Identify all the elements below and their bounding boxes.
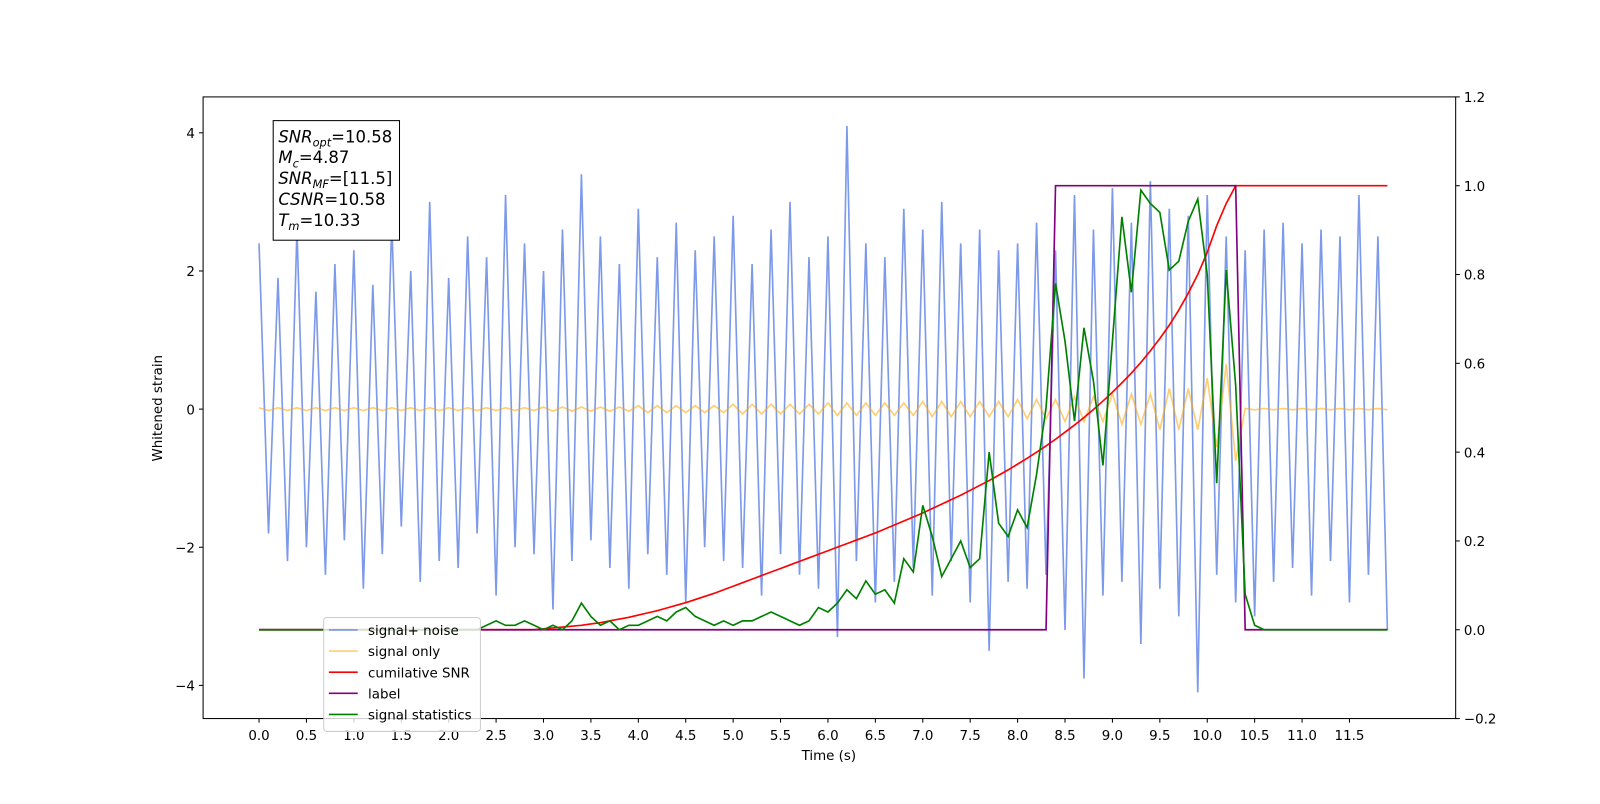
series-group [258,125,1389,693]
x-tick-label: 9.0 [1102,729,1123,744]
x-tick-label: 0.0 [248,729,269,744]
annotation-text: Mc=4.87 [278,148,349,170]
annotation-symbol: M [278,148,292,167]
y2-tick-label: 1.2 [1464,91,1485,106]
x-tick-label: 1.5 [391,729,412,744]
y-tick-label: 2 [186,265,195,280]
annotation-text: Tm=10.33 [278,211,360,233]
x-tick-label: 8.0 [1007,729,1028,744]
x-tick-label: 7.5 [960,729,981,744]
y2-tick-label: 0.0 [1464,624,1485,639]
y-tick-label: −2 [175,541,195,556]
x-tick-label: 6.0 [817,729,838,744]
x-tick-label: 4.0 [628,729,649,744]
annotation-value: =10.58 [331,127,392,146]
y2-tick-label: 1.0 [1464,180,1485,195]
series-line [258,364,1388,462]
annotation-text: SNRopt=10.58 [278,127,392,149]
y-tick-label: 4 [186,127,195,142]
legend-frame [323,617,481,732]
y-axis-title: Whitened strain [151,355,166,462]
legend-label: signal statistics [368,709,472,724]
x-tick-label: 3.5 [580,729,601,744]
y2-tick-label: −0.2 [1464,713,1497,728]
x-tick-label: 4.5 [675,729,696,744]
x-tick-label: 6.5 [865,729,886,744]
legend-label: signal only [368,645,440,660]
annotation-value: =10.58 [324,190,385,209]
x-tick-label: 3.0 [533,729,554,744]
annotation-text: SNRMF=[11.5] [278,169,392,191]
annotation-value: =10.33 [299,211,360,230]
y2-tick-label: 0.8 [1464,269,1485,284]
legend: signal+ noise signal only cumilative SNR la… [323,617,481,732]
annotation-symbol: T [278,211,290,230]
x-tick-label: 1.0 [343,729,364,744]
y-tick-label: −4 [175,680,195,695]
x-tick-label: 2.0 [438,729,459,744]
annotation-subscript: c [293,156,300,170]
x-tick-label: 11.5 [1335,729,1365,744]
legend-label: signal+ noise [368,624,459,639]
y-tick-label: 0 [186,403,195,418]
annotation-frame [272,120,401,241]
x-tick-label: 5.0 [722,729,743,744]
x-tick-label: 10.5 [1240,729,1270,744]
x-tick-label: 11.0 [1287,729,1317,744]
annotation-subscript: opt [313,135,332,149]
plot-frame [202,96,1457,720]
x-tick-label: 5.5 [770,729,791,744]
annotation-symbol: SNR [278,127,312,146]
y2-tick-label: 0.2 [1464,535,1485,550]
y2-tick-label: 0.4 [1464,446,1485,461]
x-tick-label: 0.5 [296,729,317,744]
annotation-symbol: CSNR [278,190,324,209]
annotation-subscript: MF [313,177,330,191]
annotation-box: SNRopt=10.58Mc=4.87SNRMF=[11.5]CSNR=10.5… [272,120,401,241]
annotation-value: =4.87 [299,148,350,167]
y2-tick-label: 0.6 [1464,357,1485,372]
x-axis-title: Time (s) [801,749,856,764]
x-tick-label: 9.5 [1149,729,1170,744]
x-tick-label: 2.5 [485,729,506,744]
annotation-text: CSNR=10.58 [278,190,385,209]
legend-label: label [368,687,400,702]
annotation-value: =[11.5] [329,169,392,188]
series-line [258,125,1389,693]
x-tick-label: 8.5 [1054,729,1075,744]
x-tick-label: 7.0 [912,729,933,744]
x-tick-label: 10.0 [1192,729,1222,744]
legend-label: cumilative SNR [368,666,470,681]
annotation-subscript: m [288,219,299,233]
annotation-symbol: SNR [278,169,312,188]
